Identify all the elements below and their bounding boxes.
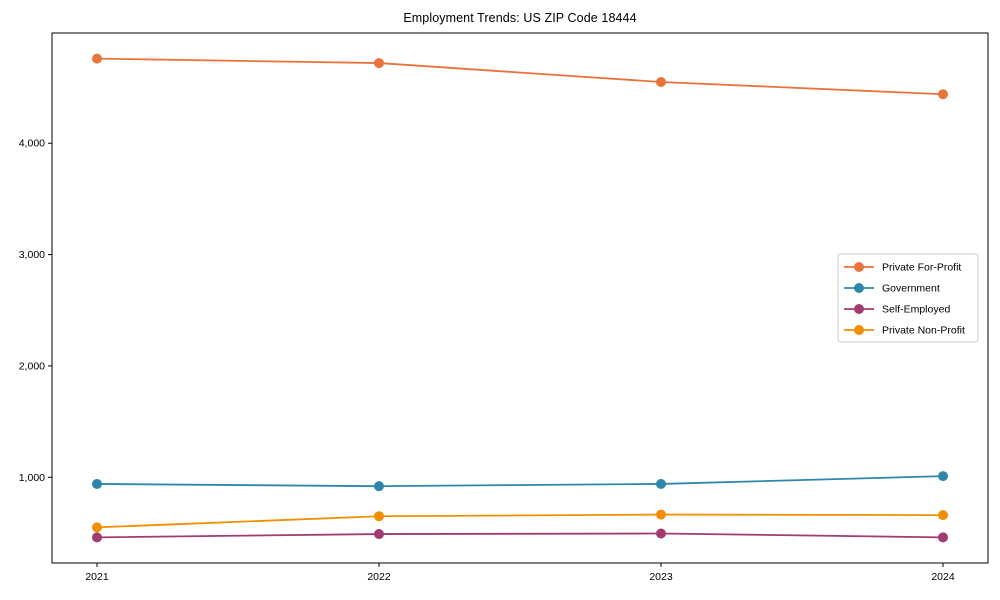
data-point-self-employed-2021 (92, 532, 102, 543)
data-point-government-2024 (938, 471, 948, 482)
series-line-private-non-profit (96, 513, 944, 529)
legend-box (837, 253, 979, 343)
data-point-private-for-profit-2023 (656, 76, 666, 87)
data-point-private-non-profit-2021 (92, 522, 102, 533)
legend-marker (854, 283, 864, 293)
legend-marker (854, 325, 864, 335)
x-tick-label: 2022 (367, 571, 391, 583)
data-point-private-non-profit-2022 (374, 511, 384, 522)
data-point-private-for-profit-2024 (938, 89, 948, 100)
legend-label: Private Non-Profit (882, 325, 965, 337)
x-tick-label: 2021 (85, 571, 109, 583)
data-point-private-non-profit-2023 (656, 509, 666, 520)
plot-border (51, 32, 989, 564)
data-point-government-2023 (656, 478, 666, 489)
data-point-government-2021 (92, 478, 102, 489)
legend-item-private-non-profit: Private Non-Profit (844, 325, 965, 337)
series-line-private-for-profit (96, 57, 944, 96)
legend-label: Private For-Profit (882, 262, 961, 274)
legend: Private For-Profit Government Self-Employe… (837, 253, 979, 343)
legend-item-self-employed: Self-Employed (844, 304, 950, 316)
legend-item-private-for-profit: Private For-Profit (844, 262, 961, 274)
y-tick-label: 2,000 (19, 360, 45, 372)
data-point-private-for-profit-2022 (374, 58, 384, 69)
data-point-self-employed-2022 (374, 529, 384, 540)
x-axis: 2021 2022 2023 2024 (85, 563, 955, 583)
legend-item-government: Government (844, 283, 940, 295)
legend-label: Government (882, 283, 940, 295)
data-point-private-non-profit-2024 (938, 510, 948, 521)
legend-marker (854, 304, 864, 314)
y-tick-label: 4,000 (19, 138, 45, 150)
data-point-self-employed-2024 (938, 532, 948, 543)
series-private-non-profit (92, 509, 948, 533)
legend-label: Self-Employed (882, 304, 950, 316)
data-point-private-for-profit-2021 (92, 53, 102, 64)
y-tick-label: 3,000 (19, 249, 45, 261)
series-line-government (96, 475, 944, 488)
y-axis: 1,000 2,000 3,000 4,000 (19, 138, 52, 484)
x-tick-label: 2024 (931, 571, 955, 583)
y-tick-label: 1,000 (19, 472, 45, 484)
x-tick-label: 2023 (649, 571, 673, 583)
series-self-employed (92, 528, 948, 543)
data-point-self-employed-2023 (656, 528, 666, 539)
legend-marker (854, 262, 864, 272)
chart-title: Employment Trends: US ZIP Code 18444 (403, 11, 637, 25)
series-line-self-employed (96, 532, 944, 539)
series-private-for-profit (92, 53, 948, 100)
data-point-government-2022 (374, 481, 384, 492)
series-government (92, 471, 948, 492)
